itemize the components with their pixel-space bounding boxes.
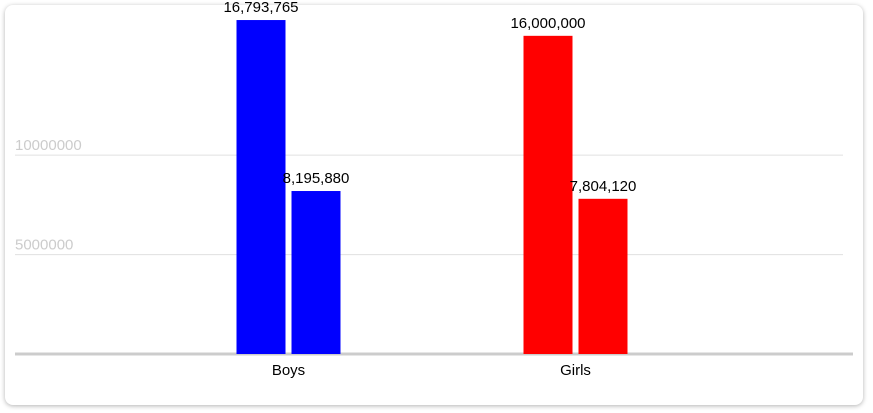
value-label: 16,000,000 [510,15,585,32]
bar [291,191,341,354]
value-label: 16,793,765 [223,0,298,16]
bar [523,35,573,354]
value-label: 7,804,120 [570,178,637,195]
x-tick-label: Boys [272,362,305,379]
y-tick-label: 10000000 [15,137,82,154]
chart-card [5,5,863,405]
bar [236,20,286,355]
x-tick-label: Girls [560,362,591,379]
value-label: 8,195,880 [283,170,350,187]
y-tick-label: 5000000 [15,237,73,254]
bar [578,198,628,354]
